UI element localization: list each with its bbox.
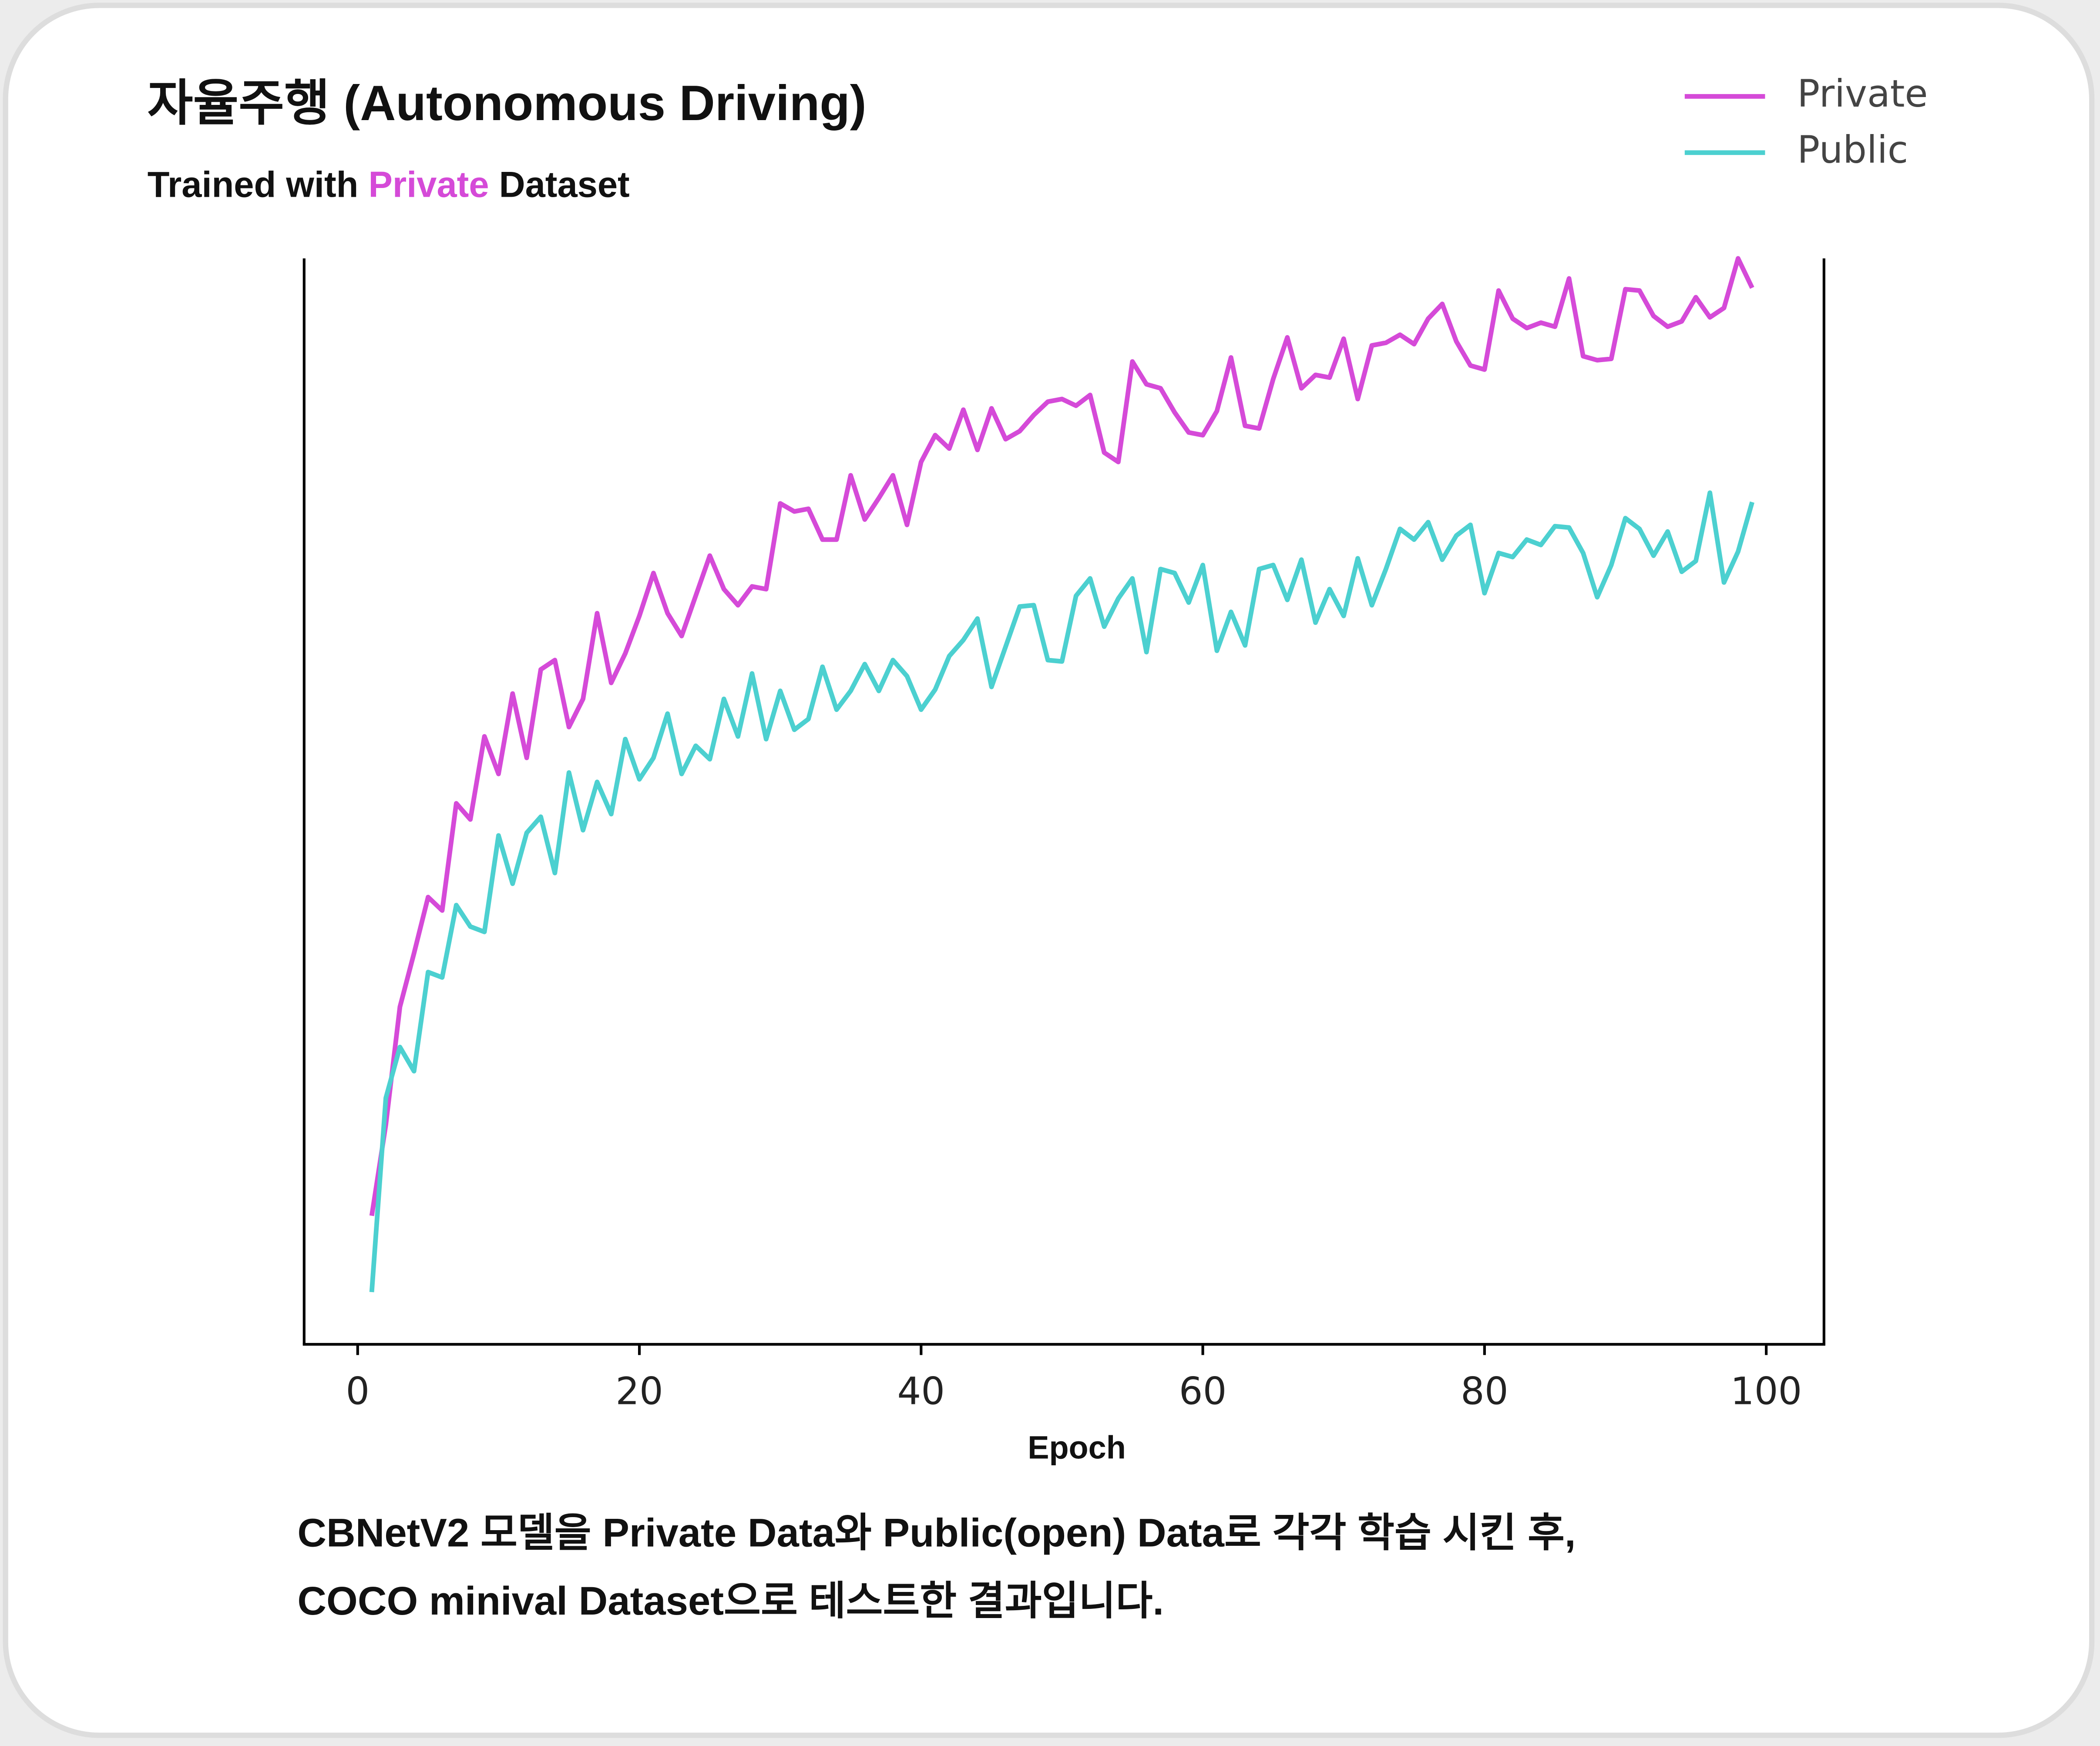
chart-title: 자율주행 (Autonomous Driving) <box>148 76 867 131</box>
x-tick-label: 100 <box>1730 1370 1802 1413</box>
x-tick-label: 40 <box>897 1370 945 1413</box>
card <box>3 3 2095 1738</box>
x-axis-label: Epoch <box>1028 1430 1126 1466</box>
x-tick-label: 0 <box>346 1370 370 1413</box>
line-series <box>369 256 1754 1216</box>
subtitle-highlight: Private <box>368 165 489 205</box>
line-series <box>369 490 1754 1293</box>
x-tick-label: 20 <box>615 1370 663 1413</box>
legend-label: Public <box>1797 128 1908 172</box>
legend-label: Private <box>1797 72 1928 116</box>
x-tick-label: 60 <box>1179 1370 1227 1413</box>
caption-line: COCO minival Dataset으로 테스트한 결과입니다. <box>297 1578 1164 1623</box>
subtitle: Trained with Private Dataset <box>148 165 630 205</box>
subtitle-part: Dataset <box>489 165 630 205</box>
x-tick-label: 80 <box>1461 1370 1509 1413</box>
caption-line: CBNetV2 모델을 Private Data와 Public(open) D… <box>297 1510 1576 1555</box>
subtitle-part: Trained with <box>148 165 369 205</box>
